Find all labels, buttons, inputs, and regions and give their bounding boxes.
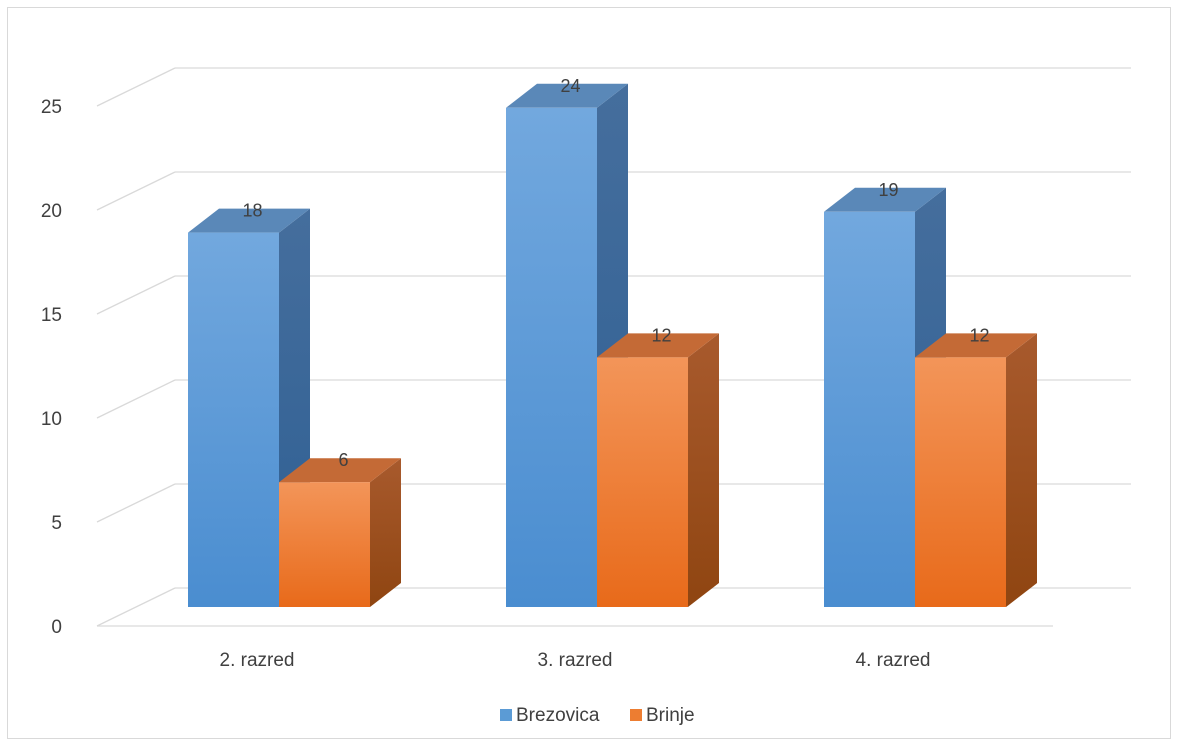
x-category-label: 4. razred <box>856 650 931 671</box>
y-tick-label: 15 <box>41 305 62 326</box>
data-label: 6 <box>338 450 348 470</box>
data-label: 12 <box>969 325 989 345</box>
data-labels: 18 6 24 12 19 12 <box>242 76 989 470</box>
gridline <box>96 275 1131 315</box>
x-category-label: 3. razred <box>538 650 613 671</box>
legend-item-brinje: Brinje <box>630 705 695 726</box>
bar-brinje-3 <box>915 333 1037 607</box>
legend-swatch <box>500 709 512 721</box>
bars <box>188 83 1037 608</box>
x-axis-categories: 2. razred 3. razred 4. razred <box>220 650 931 671</box>
data-label: 24 <box>560 76 580 96</box>
bar-brezovica-1 <box>188 208 310 607</box>
x-category-label: 2. razred <box>220 650 295 671</box>
legend-item-brezovica: Brezovica <box>500 705 600 726</box>
bar-brinje-1 <box>279 458 401 607</box>
data-label: 12 <box>651 325 671 345</box>
legend-label: Brezovica <box>516 705 600 726</box>
bar-brinje-2 <box>597 333 719 607</box>
gridline <box>96 171 1131 211</box>
data-label: 18 <box>242 201 262 221</box>
y-tick-label: 20 <box>41 201 62 222</box>
legend: Brezovica Brinje <box>500 705 695 726</box>
y-tick-label: 25 <box>41 97 62 118</box>
y-axis-ticks: 0 5 10 15 20 25 <box>41 97 62 638</box>
y-tick-label: 10 <box>41 409 62 430</box>
y-tick-label: 5 <box>51 513 62 534</box>
data-label: 19 <box>878 180 898 200</box>
gridline <box>96 67 1131 107</box>
legend-label: Brinje <box>646 705 695 726</box>
y-tick-label: 0 <box>51 617 62 638</box>
legend-swatch <box>630 709 642 721</box>
